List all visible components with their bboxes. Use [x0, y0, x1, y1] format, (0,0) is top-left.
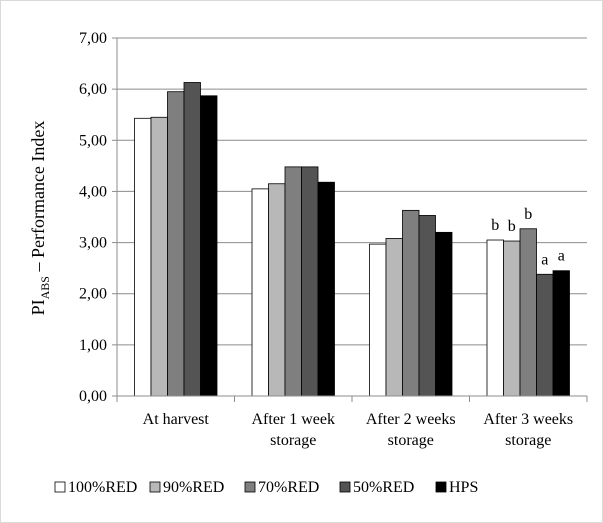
bar — [301, 166, 319, 397]
bar — [134, 117, 152, 397]
x-category-label-line: storage — [270, 432, 316, 449]
y-axis-label-rest: – Performance Index — [28, 121, 48, 276]
significance-letter: b — [508, 218, 516, 235]
x-category-label-line: storage — [505, 432, 551, 449]
bar — [369, 243, 387, 397]
bar — [284, 166, 302, 397]
y-tick-label: 4,00 — [79, 183, 107, 200]
y-axis-label-subscript: ABS — [38, 276, 52, 299]
bar — [251, 188, 269, 397]
y-tick-label: 5,00 — [79, 132, 107, 149]
y-tick-label: 7,00 — [79, 30, 107, 47]
y-tick-label: 1,00 — [79, 337, 107, 354]
bar — [150, 116, 168, 397]
bar — [552, 270, 570, 397]
y-tick-label: 0,00 — [79, 388, 107, 405]
axes — [116, 38, 588, 402]
significance-letter: a — [541, 251, 548, 268]
significance-letter: b — [524, 206, 532, 223]
legend: 100%RED 90%RED 70%RED 50%RED HPS — [54, 479, 478, 496]
legend-swatch — [244, 481, 256, 493]
x-category-label: At harvest — [143, 411, 210, 428]
y-axis-label-main: PI — [28, 299, 48, 315]
y-tick-label: 2,00 — [79, 286, 107, 303]
x-category-label: After 2 weeks storage — [366, 411, 456, 449]
y-tick-label: 3,00 — [79, 235, 107, 252]
bar — [183, 82, 201, 397]
x-category-label: After 3 weeks storage — [483, 411, 573, 449]
x-category-label-line: storage — [388, 432, 434, 449]
bar — [503, 240, 521, 397]
bar — [402, 209, 420, 397]
bar — [418, 215, 436, 397]
bar — [536, 273, 554, 397]
legend-label: 90%RED — [163, 479, 224, 496]
bar — [167, 91, 185, 397]
bar — [519, 228, 537, 397]
significance-letter: a — [558, 248, 565, 265]
legend-label: HPS — [449, 479, 478, 496]
legend-label: 100%RED — [68, 479, 137, 496]
significance-letter: b — [491, 217, 499, 234]
bar — [385, 238, 403, 397]
x-category-label-line: After 1 week — [251, 411, 335, 428]
bar — [268, 183, 286, 397]
legend-swatch — [149, 481, 161, 493]
y-axis-label: PIABS – Performance Index — [28, 121, 52, 316]
legend-label: 70%RED — [258, 479, 319, 496]
y-tick-labels: 0,00 1,00 2,00 3,00 4,00 5,00 6,00 7,00 — [79, 30, 107, 405]
legend-swatch — [435, 481, 447, 493]
x-category-label-line: After 2 weeks — [366, 411, 456, 428]
y-tick-label: 6,00 — [79, 81, 107, 98]
legend-swatch — [54, 481, 66, 493]
bar — [486, 239, 504, 397]
bars — [134, 82, 570, 397]
bar — [317, 181, 335, 397]
x-category-label-line: After 3 weeks — [483, 411, 573, 428]
x-category-label: After 1 week storage — [251, 411, 335, 449]
bar — [435, 231, 453, 397]
x-category-label-line: At harvest — [143, 411, 210, 428]
legend-label: 50%RED — [353, 479, 414, 496]
legend-swatch — [339, 481, 351, 493]
bar — [200, 95, 218, 397]
significance-letters: b bba a — [491, 206, 565, 269]
